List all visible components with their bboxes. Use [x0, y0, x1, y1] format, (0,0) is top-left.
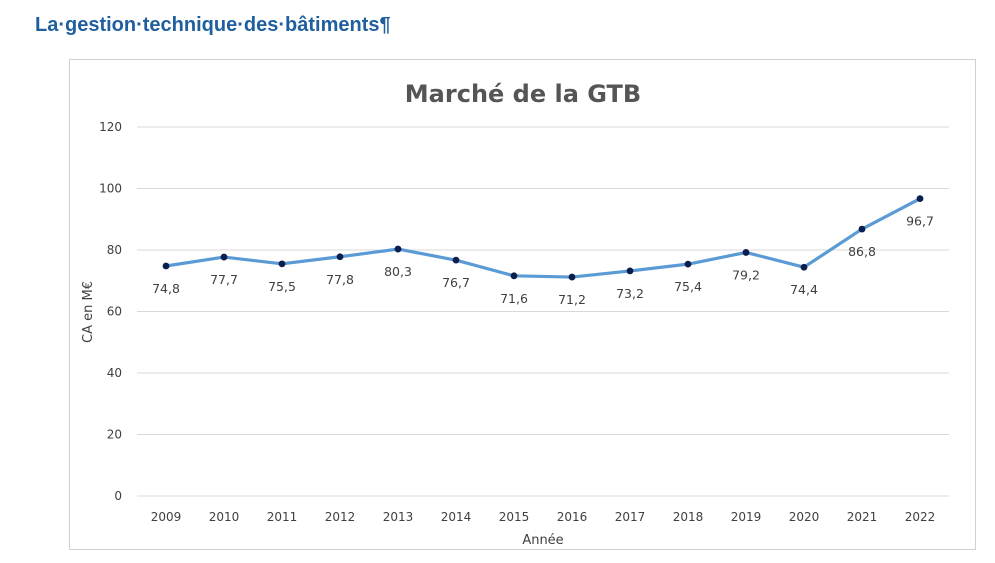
y-tick-labels: 0 20 40 60 80 100 120	[99, 120, 122, 503]
data-point	[220, 253, 228, 261]
x-tick-label: 2009	[151, 510, 182, 524]
x-tick-label: 2013	[383, 510, 414, 524]
data-label: 79,2	[732, 267, 760, 282]
y-tick-label: 20	[107, 428, 122, 442]
data-point	[800, 263, 808, 271]
data-label: 71,6	[500, 291, 528, 306]
data-label: 71,2	[558, 292, 586, 307]
data-label: 74,8	[152, 281, 180, 296]
data-label: 75,5	[268, 279, 296, 294]
x-tick-labels: 2009 2010 2011 2012 2013 2014 2015 2016 2017 2018…	[151, 510, 936, 524]
y-tick-label: 40	[107, 366, 122, 380]
x-tick-label: 2016	[557, 510, 588, 524]
data-label: 77,7	[210, 272, 238, 287]
x-tick-label: 2019	[731, 510, 762, 524]
x-tick-label: 2012	[325, 510, 356, 524]
y-tick-label: 120	[99, 120, 122, 134]
x-tick-label: 2011	[267, 510, 298, 524]
x-tick-label: 2020	[789, 510, 820, 524]
data-label: 74,4	[790, 282, 818, 297]
data-label: 80,3	[384, 264, 412, 279]
series-group	[162, 195, 924, 281]
data-label: 76,7	[442, 275, 470, 290]
x-tick-label: 2022	[905, 510, 936, 524]
x-tick-label: 2014	[441, 510, 472, 524]
data-point	[858, 225, 866, 233]
data-label: 86,8	[848, 244, 876, 259]
x-tick-label: 2015	[499, 510, 530, 524]
x-axis-label: Année	[522, 533, 563, 548]
y-tick-label: 100	[99, 182, 122, 196]
data-label: 96,7	[906, 214, 934, 229]
y-tick-label: 80	[107, 243, 122, 257]
y-tick-label: 60	[107, 305, 122, 319]
chart-frame: Marché de la GTB 0 20 40 60 80 100 120 2009 201…	[69, 59, 976, 550]
data-label: 73,2	[616, 286, 644, 301]
data-label: 77,8	[326, 272, 354, 287]
data-point	[162, 262, 170, 270]
x-tick-label: 2021	[847, 510, 878, 524]
data-point	[336, 253, 344, 261]
data-label: 75,4	[674, 279, 702, 294]
y-tick-label: 0	[114, 489, 122, 503]
x-tick-label: 2010	[209, 510, 240, 524]
data-point	[394, 245, 402, 253]
data-point	[684, 260, 692, 268]
data-point	[452, 256, 460, 264]
document-heading: La·gestion·technique·des·bâtiments¶	[35, 14, 391, 36]
data-point	[916, 195, 924, 203]
series-line	[164, 197, 922, 279]
data-point	[626, 267, 634, 275]
data-point	[742, 249, 750, 256]
line-chart: Marché de la GTB 0 20 40 60 80 100 120 2009 201…	[81, 80, 949, 548]
gridlines	[137, 126, 949, 497]
y-axis-label: CA en M€	[81, 281, 96, 343]
chart-title: Marché de la GTB	[405, 80, 641, 108]
x-tick-label: 2017	[615, 510, 646, 524]
data-labels: 74,8 77,7 75,5 77,8 80,3 76,7 71,6 71,2 73,2 75,4…	[152, 214, 934, 307]
x-tick-label: 2018	[673, 510, 704, 524]
data-point	[568, 273, 576, 281]
data-point	[510, 272, 518, 280]
data-point	[278, 260, 286, 268]
